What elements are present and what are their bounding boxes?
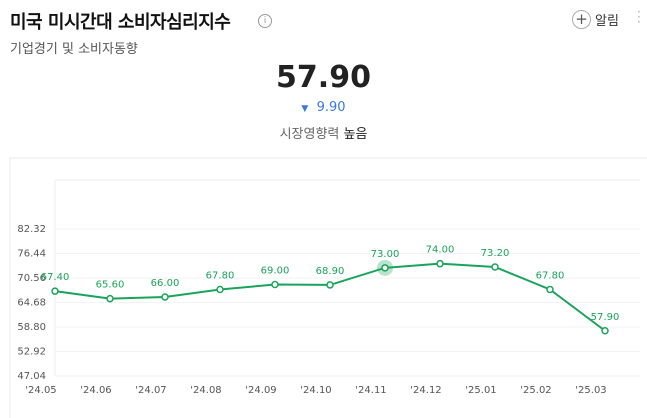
y-tick-label: 52.92: [17, 347, 46, 358]
point: [381, 264, 389, 272]
plot: 47.04 52.92 58.80 64.68 70.56 76.44 82.32 '24.0…: [17, 179, 640, 396]
x-tick-label: '25.03: [575, 385, 606, 396]
x-tick-label: '24.05: [25, 385, 56, 396]
point: [106, 294, 114, 303]
menu[interactable]: · · ·: [637, 5, 641, 29]
x-tick-label: '24.07: [135, 385, 166, 396]
value-label: 67.80: [206, 271, 235, 282]
y-tick-label: 58.80: [17, 322, 46, 333]
point: [491, 263, 499, 271]
x-tick-label: '24.10: [300, 385, 331, 396]
info-icon[interactable]: i: [258, 14, 272, 28]
influence-value: 높음: [343, 127, 368, 142]
point: [271, 280, 279, 289]
x-tick-label: '24.11: [355, 385, 386, 396]
y-tick-label: 47.04: [17, 371, 46, 382]
y-tick-label: 82.32: [17, 224, 46, 235]
value-label: 67.40: [41, 272, 70, 283]
y-tick-label: 76.44: [17, 249, 46, 260]
change-value: 9.90: [316, 100, 346, 115]
point: [601, 327, 609, 335]
point: [161, 293, 169, 301]
x-tick-label: '25.02: [520, 385, 551, 396]
point: [436, 259, 444, 268]
value-label: 74.00: [426, 245, 455, 256]
change: ▼ 9.90: [301, 100, 346, 115]
x-tick-label: '25.01: [465, 385, 496, 396]
value-label: 73.00: [371, 249, 400, 260]
value-label: 57.90: [591, 312, 620, 323]
value-label: 69.00: [261, 266, 290, 277]
plus-icon: +: [572, 10, 591, 29]
point: [51, 287, 59, 295]
x-tick-label: '24.06: [80, 385, 111, 396]
value-label: 73.20: [481, 248, 510, 259]
alert-button[interactable]: + 알림: [572, 10, 619, 29]
x-tick-label: '24.12: [410, 385, 441, 396]
value-label: 68.90: [316, 266, 345, 277]
influence: 시장영향력 높음: [0, 123, 647, 142]
point: [326, 281, 334, 289]
current-value: 57.90: [276, 60, 371, 95]
influence-label: 시장영향력: [279, 127, 340, 142]
value-label: 65.60: [96, 280, 125, 291]
value-label: 66.00: [151, 278, 180, 289]
y-tick-label: 70.56: [17, 273, 46, 284]
x-tick-label: '24.08: [190, 385, 221, 396]
alert-label: 알림: [595, 14, 619, 29]
title: 미국 미시간대 소비자심리지수: [10, 12, 231, 33]
x-tick-label: '24.09: [245, 385, 276, 396]
subtitle: 기업경기 및 소비자동향: [10, 42, 138, 57]
point: [216, 285, 224, 294]
value-label: 67.80: [536, 271, 565, 282]
point: [546, 285, 554, 294]
y-tick-label: 64.68: [17, 298, 46, 309]
